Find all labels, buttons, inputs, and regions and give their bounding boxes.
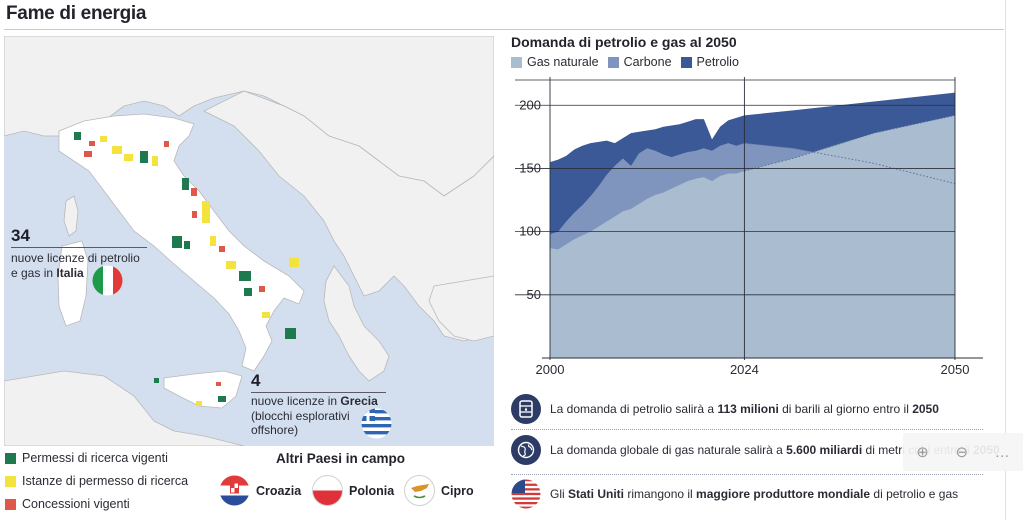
italy-country-name: Italia [56, 265, 84, 280]
license-areas [74, 132, 299, 406]
country-label-polonia: Polonia [349, 483, 395, 498]
zoom-in-button[interactable]: ⊕ [916, 444, 929, 461]
italy-flag-icon [92, 265, 123, 296]
legend-label-carbone: Carbone [623, 55, 672, 69]
country-label-croazia: Croazia [256, 483, 302, 498]
balkans-land [203, 90, 494, 342]
legend-label-gas: Gas naturale [527, 55, 599, 69]
country-cipro: Cipro [404, 475, 474, 506]
fact-usa-text: Gli Stati Uniti rimangono il maggiore pr… [550, 487, 1000, 502]
legend-label-istanze: Istanze di permesso di ricerca [22, 474, 189, 488]
legend-item-gas: Gas naturale [511, 55, 599, 69]
italy-annotation-line2: e gas in [11, 265, 57, 280]
fact-usa-b1: Stati Uniti [568, 486, 624, 501]
italy-license-count: 34 [11, 226, 30, 245]
fact-usa-pre: Gli [550, 486, 568, 501]
fact-usa-post: di petrolio e gas [870, 486, 959, 501]
page-title: Fame di energia [6, 3, 147, 24]
country-polonia: Polonia [312, 475, 394, 506]
greece-annotation-rule [251, 392, 386, 393]
fact-oil-b1: 113 milioni [717, 401, 779, 416]
other-countries-title: Altri Paesi in campo [276, 451, 406, 466]
y-tick-label-100: 100 [519, 224, 541, 239]
chart-title: Domanda di petrolio e gas al 2050 [511, 34, 737, 50]
projection-line-gas-naturale [744, 114, 956, 172]
greece-annotation-line1: nuove licenze in [251, 394, 341, 408]
legend-swatch-permessi [5, 452, 16, 464]
italy-annotation: nuove licenze di petrolio e gas in Itali… [11, 251, 140, 280]
fact-usa-b2: maggiore produttore mondiale [696, 486, 871, 501]
legend-label-concessioni: Concessioni vigenti [22, 497, 130, 511]
poland-flag-icon [312, 475, 343, 506]
country-label-cipro: Cipro [441, 483, 474, 498]
fact-gas-pre: La domanda globale di gas naturale salir… [550, 442, 787, 457]
croatia-flag-icon [219, 475, 250, 506]
zoom-toolbar: ⊕ ⊖ … [903, 433, 1023, 471]
fact-oil-mid: di barili al giorno entro il [778, 401, 913, 416]
fact-divider-2 [511, 474, 983, 475]
fact-oil-pre: La domanda di petrolio salirà a [550, 401, 718, 416]
legend-item-carbone: Carbone [607, 55, 672, 69]
more-options-button[interactable]: … [994, 443, 1010, 461]
zoom-out-button[interactable]: ⊖ [955, 444, 969, 461]
title-divider [4, 29, 1004, 30]
x-tick-label-2024: 2024 [730, 362, 759, 377]
greece-country-name: Grecia [340, 394, 378, 408]
demand-chart: 50 100 150 200 2000 2024 2050 [515, 77, 983, 377]
corsica-land [63, 195, 79, 237]
globe-icon [511, 435, 541, 465]
fact-usa-mid: rimangono il [624, 486, 697, 501]
y-tick-label-50: 50 [527, 287, 541, 302]
legend-label-permessi: Permessi di ricerca vigenti [22, 451, 168, 465]
legend-concessioni: Concessioni vigenti [5, 497, 130, 511]
legend-swatch-carbone [607, 56, 619, 68]
legend-swatch-concessioni [5, 498, 16, 510]
greece-land [323, 265, 390, 382]
fact-usa-producer: Gli Stati Uniti rimangono il maggiore pr… [511, 479, 1000, 509]
fact-gas-b1: 5.600 miliardi [786, 442, 863, 457]
greece-annotation-line2: (blocchi esplorativi [251, 408, 350, 423]
fact-divider-1 [511, 429, 983, 430]
map-svg [4, 36, 494, 446]
x-tick-label-2000: 2000 [536, 362, 565, 377]
fact-oil-b2: 2050 [912, 401, 939, 416]
fact-oil-demand: La domanda di petrolio salirà a 113 mili… [511, 394, 1000, 424]
fact-oil-text: La domanda di petrolio salirà a 113 mili… [550, 402, 1000, 417]
oil-barrel-icon [511, 394, 541, 424]
legend-swatch-gas [511, 56, 522, 68]
legend-swatch-petrolio [680, 56, 692, 68]
legend-istanze: Istanze di permesso di ricerca [5, 474, 188, 488]
legend-item-petrolio: Petrolio [680, 55, 739, 69]
area-gas-naturale [550, 115, 955, 358]
greece-license-count: 4 [251, 371, 261, 390]
italy-map [4, 36, 494, 446]
legend-permessi: Permessi di ricerca vigenti [5, 451, 168, 465]
greece-annotation: nuove licenze in Grecia (blocchi esplora… [251, 394, 378, 438]
cyprus-flag-icon [404, 475, 435, 506]
north-africa-land [4, 370, 245, 446]
greece-flag-icon [361, 408, 392, 439]
right-divider [1005, 0, 1006, 520]
legend-label-petrolio: Petrolio [696, 55, 739, 69]
italy-annotation-rule [11, 247, 147, 248]
x-tick-label-2050: 2050 [941, 362, 970, 377]
turkey-land [428, 275, 494, 342]
greece-annotation-line3: offshore) [251, 423, 299, 437]
y-tick-label-150: 150 [519, 160, 541, 175]
country-croazia: Croazia [219, 475, 301, 506]
chart-legend: Gas naturale Carbone Petrolio [511, 55, 748, 69]
y-tick-label-200: 200 [519, 97, 541, 112]
usa-flag-icon [511, 479, 541, 509]
legend-swatch-istanze [5, 475, 16, 487]
italy-annotation-line1: nuove licenze di petrolio [11, 251, 140, 265]
